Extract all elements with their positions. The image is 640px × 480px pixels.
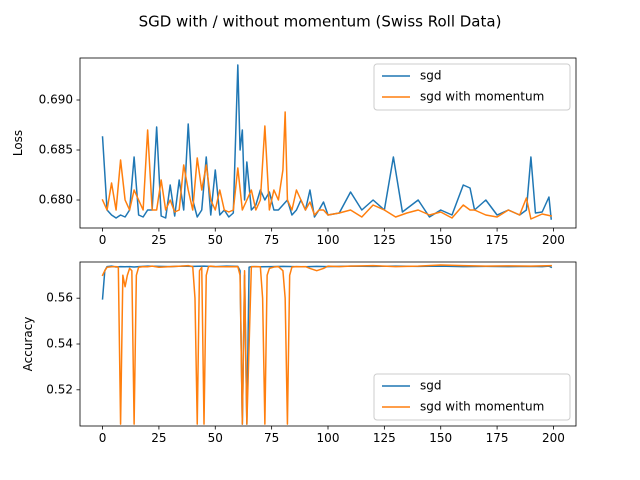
accuracy-series-sgd-with-momentum-line — [101, 264, 552, 425]
accuracy-y-tick-label: 0.54 — [46, 337, 73, 351]
loss-y-tick-label: 0.690 — [39, 93, 73, 107]
loss-x-tick-label: 50 — [208, 233, 223, 247]
loss-x-tick-label: 200 — [542, 233, 565, 247]
accuracy-x-tick-label: 100 — [317, 431, 340, 445]
loss-legend: sgd sgd with momentum — [373, 63, 571, 111]
accuracy-x-tick-label: 175 — [486, 431, 509, 445]
accuracy-x-tick-label: 200 — [542, 431, 565, 445]
figure-title: SGD with / without momentum (Swiss Roll … — [139, 13, 502, 31]
loss-x-tick-label: 25 — [151, 233, 166, 247]
loss-x-tick-label: 175 — [486, 233, 509, 247]
loss-plot: 0 25 50 75 100 125 150 175 200 0.680 0.685 0.690 Los… — [11, 57, 577, 247]
accuracy-legend: sgd sgd with momentum — [373, 373, 571, 421]
loss-legend-label-sgd: sgd — [420, 69, 442, 83]
accuracy-x-tick-label: 75 — [264, 431, 279, 445]
accuracy-legend-box — [373, 373, 571, 421]
loss-x-tick-label: 125 — [373, 233, 396, 247]
accuracy-plot: 0 25 50 75 100 125 150 175 200 0.52 0.54 0.56 Accura… — [21, 261, 577, 445]
loss-legend-label-sgd-with-momentum: sgd with momentum — [420, 90, 544, 104]
loss-series-sgd-with-momentum-line — [101, 111, 553, 220]
loss-y-axis-label: Loss — [11, 130, 25, 156]
loss-y-tick-label: 0.680 — [39, 193, 73, 207]
accuracy-x-tick-label: 0 — [99, 431, 107, 445]
accuracy-y-axis-label: Accuracy — [21, 317, 35, 372]
accuracy-x-tick-label: 50 — [208, 431, 223, 445]
accuracy-x-tick-label: 125 — [373, 431, 396, 445]
loss-y-tick-label: 0.685 — [39, 143, 73, 157]
accuracy-legend-label-sgd: sgd — [420, 379, 442, 393]
accuracy-legend-label-sgd-with-momentum: sgd with momentum — [420, 400, 544, 414]
accuracy-x-tick-label: 150 — [429, 431, 452, 445]
accuracy-y-tick-label: 0.52 — [46, 382, 73, 396]
loss-legend-box — [373, 63, 571, 111]
accuracy-y-tick-label: 0.56 — [46, 291, 73, 305]
loss-x-tick-label: 0 — [99, 233, 107, 247]
loss-x-tick-label: 100 — [317, 233, 340, 247]
accuracy-x-tick-label: 25 — [151, 431, 166, 445]
loss-x-tick-label: 75 — [264, 233, 279, 247]
loss-x-tick-label: 150 — [429, 233, 452, 247]
